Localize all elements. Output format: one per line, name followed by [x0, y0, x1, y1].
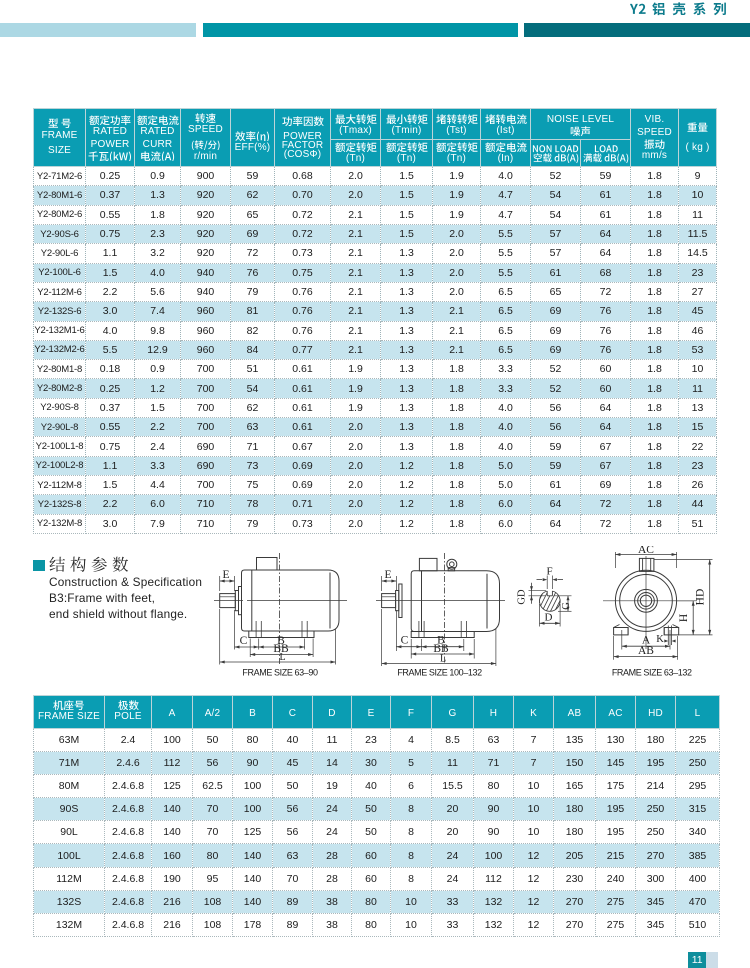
- svg-text:E: E: [222, 569, 229, 581]
- svg-text:BB: BB: [273, 643, 289, 655]
- svg-text:FRAME SIZE 100–132: FRAME SIZE 100–132: [397, 668, 482, 678]
- svg-text:BB: BB: [433, 643, 449, 655]
- svg-text:HD: HD: [695, 589, 707, 606]
- svg-text:D: D: [545, 612, 553, 624]
- svg-text:FRAME SIZE 63–90: FRAME SIZE 63–90: [242, 668, 318, 678]
- svg-text:G: G: [561, 602, 572, 610]
- svg-text:GD: GD: [517, 589, 528, 605]
- svg-text:AC: AC: [638, 546, 654, 556]
- svg-text:K: K: [656, 634, 664, 645]
- svg-text:H: H: [678, 614, 690, 622]
- svg-text:L: L: [279, 652, 285, 663]
- svg-text:C: C: [401, 635, 409, 647]
- svg-text:L: L: [440, 653, 446, 664]
- svg-text:B: B: [277, 635, 285, 647]
- svg-text:E: E: [384, 569, 391, 581]
- svg-text:FRAME SIZE 63–132: FRAME SIZE 63–132: [612, 668, 692, 678]
- svg-text:AB: AB: [638, 645, 654, 657]
- svg-text:C: C: [240, 635, 248, 647]
- svg-text:B: B: [437, 635, 445, 647]
- svg-text:A: A: [642, 635, 651, 647]
- svg-text:F: F: [546, 566, 552, 578]
